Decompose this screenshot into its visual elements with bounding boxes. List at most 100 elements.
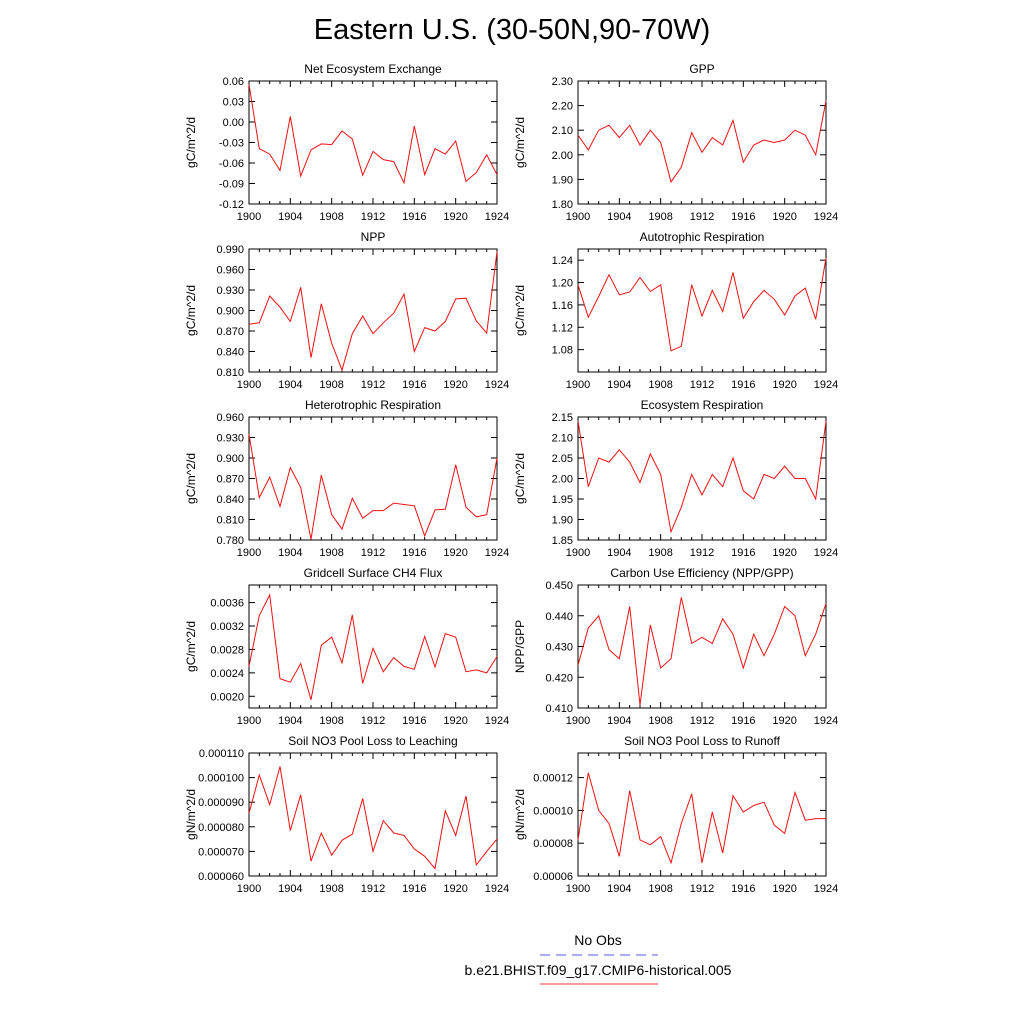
y-tick-label: 1.24 [552,255,573,267]
x-tick-label: 1920 [443,883,467,895]
x-tick-label: 1916 [731,547,755,559]
x-tick-label: 1916 [402,715,426,727]
x-tick-label: 1916 [402,211,426,223]
page-title: Eastern U.S. (30-50N,90-70W) [313,14,711,46]
y-tick-label: -0.09 [219,179,244,191]
y-tick-label: 0.900 [216,453,244,465]
x-tick-label: 1920 [443,211,467,223]
y-axis-label: NPP/GPP [513,620,527,673]
x-tick-label: 1916 [731,715,755,727]
series-line [577,772,826,865]
x-tick-label: 1908 [648,547,672,559]
y-tick-label: 0.960 [216,265,244,277]
y-tick-label: 0.840 [216,347,244,359]
y-tick-label: 0.000100 [198,773,244,785]
series-line [577,257,827,352]
y-tick-label: 0.000080 [198,822,244,834]
panel-npp: NPP gC/m^2/d 1900 1904 1908 1912 1916 1920 1924 0… [184,230,509,391]
y-tick-label: -0.03 [219,138,244,150]
y-tick-label: 0.930 [216,433,244,445]
y-tick-label: 0.810 [216,367,244,379]
x-tick-label: 1912 [361,547,385,559]
plot-frame [248,416,498,541]
y-tick-label: 0.430 [545,642,573,654]
y-tick-label: 2.20 [552,101,573,113]
x-tick-label: 1916 [731,379,755,391]
panel-ecosystem-respiration: Ecosystem Respiration gC/m^2/d 1900 1904 190… [513,398,838,559]
y-tick-label: 1.20 [552,278,573,290]
y-tick-label: 0.870 [216,326,244,338]
y-tick-label: 0.00006 [533,871,573,883]
x-tick-label: 1912 [690,547,714,559]
x-tick-label: 1920 [443,547,467,559]
y-tick-label: -0.06 [219,158,244,170]
y-tick-label: 0.0036 [210,598,244,610]
x-tick-label: 1900 [566,547,590,559]
plot-frame [577,584,827,709]
y-tick-label: 0.810 [216,515,244,527]
x-tick-label: 1904 [607,883,631,895]
x-tick-label: 1908 [319,883,343,895]
x-tick-label: 1912 [361,211,385,223]
y-tick-label: 0.000110 [199,748,244,760]
y-tick-label: 0.000060 [198,871,244,883]
y-tick-label: 0.900 [216,306,244,318]
x-tick-label: 1920 [772,883,796,895]
x-tick-label: 1920 [443,715,467,727]
y-tick-label: 0.000090 [198,797,244,809]
x-tick-label: 1916 [402,547,426,559]
plot-frame [577,80,827,205]
x-tick-label: 1912 [361,379,385,391]
y-tick-label: 0.03 [223,97,244,109]
plot-frame [248,248,498,373]
panel-title: Soil NO3 Pool Loss to Runoff [624,734,781,748]
panel-carbon-use-efficiency-npp-gpp: Carbon Use Efficiency (NPP/GPP) NPP/GPP 19… [513,566,838,727]
panel-title: Gridcell Surface CH4 Flux [304,566,443,580]
panel-soil-no3-pool-loss-to-leaching: Soil NO3 Pool Loss to Leaching gN/m^2/d 19… [184,734,509,895]
series-line [248,84,498,185]
x-tick-label: 1912 [690,379,714,391]
plot-frame [577,248,827,373]
plot-frame [577,752,827,877]
x-tick-label: 1900 [566,715,590,727]
y-tick-label: 2.15 [552,412,573,424]
y-tick-label: 0.00 [223,117,244,129]
x-tick-label: 1904 [278,211,302,223]
y-tick-label: 1.85 [552,535,573,547]
y-tick-label: 1.12 [552,322,573,334]
x-tick-label: 1904 [607,547,631,559]
y-tick-label: 0.000070 [198,846,244,858]
y-tick-label: 0.840 [216,494,244,506]
x-tick-label: 1924 [485,547,509,559]
y-tick-label: 0.440 [545,611,573,623]
x-tick-label: 1908 [648,379,672,391]
x-tick-label: 1924 [485,379,509,391]
panel-autotrophic-respiration: Autotrophic Respiration gC/m^2/d 1900 1904 1… [513,230,838,391]
x-tick-label: 1900 [566,883,590,895]
x-tick-label: 1904 [607,715,631,727]
panel-title: Soil NO3 Pool Loss to Leaching [288,734,457,748]
x-tick-label: 1920 [772,547,796,559]
x-tick-label: 1920 [772,715,796,727]
panel-net-ecosystem-exchange: Net Ecosystem Exchange gC/m^2/d 1900 1904 19… [184,62,509,223]
x-tick-label: 1900 [566,211,590,223]
x-tick-label: 1904 [278,379,302,391]
y-tick-label: 0.870 [216,474,244,486]
legend-case-label: b.e21.BHIST.f09_g17.CMIP6-historical.005 [464,962,732,978]
y-tick-label: 2.00 [552,474,573,486]
x-tick-label: 1908 [648,883,672,895]
series-line [248,766,498,870]
y-tick-label: 0.0032 [210,621,244,633]
series-line [577,597,827,705]
panel-gpp: GPP gC/m^2/d 1900 1904 1908 1912 1916 1920 1924 2… [513,62,838,223]
y-axis-label: gC/m^2/d [184,285,198,336]
panel-title: GPP [689,62,714,76]
y-tick-label: 0.960 [216,412,244,424]
y-tick-label: 0.990 [216,244,244,256]
x-tick-label: 1924 [814,211,838,223]
plot-frame [577,416,827,541]
x-tick-label: 1908 [319,211,343,223]
y-tick-label: 2.10 [552,125,573,137]
x-tick-label: 1912 [690,715,714,727]
